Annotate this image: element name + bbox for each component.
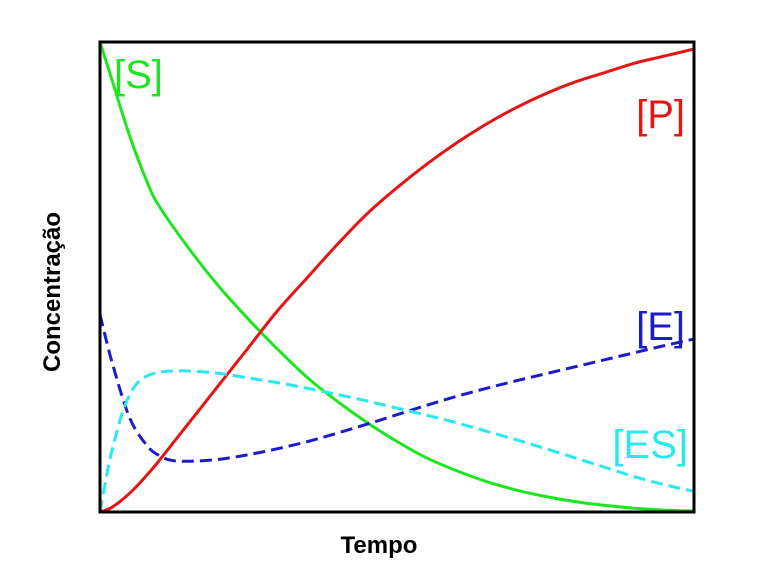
series-layer	[98, 41, 695, 514]
plot-frame	[98, 40, 696, 514]
series-label-e: [E]	[636, 305, 685, 349]
series-line-p	[99, 47, 695, 514]
series-label-es: [ES]	[612, 423, 688, 467]
y-axis-title: Concentração	[39, 212, 66, 372]
series-line-es	[98, 369, 695, 513]
series-label-s: [S]	[114, 53, 163, 97]
series-line-s	[98, 41, 695, 513]
series-line-e	[98, 314, 695, 463]
series-label-p: [P]	[636, 93, 685, 137]
x-axis-title: Tempo	[341, 532, 418, 559]
